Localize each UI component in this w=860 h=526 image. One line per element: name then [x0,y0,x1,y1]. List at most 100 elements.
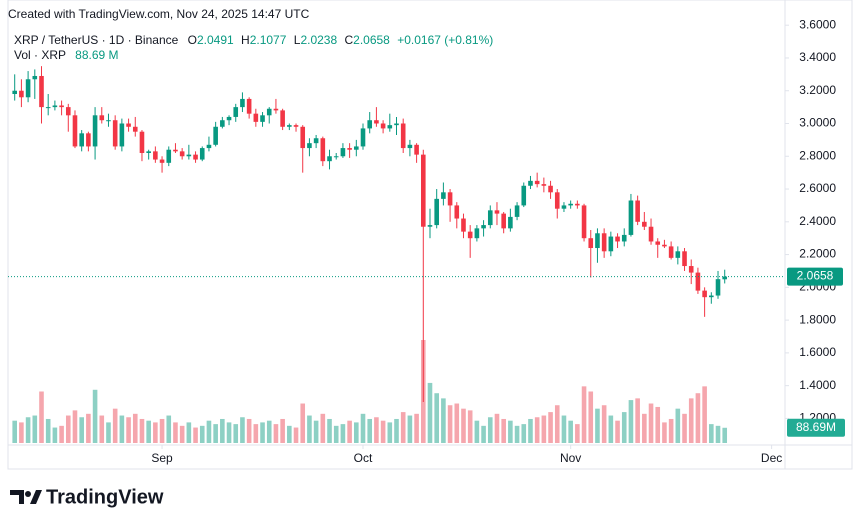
x-tick-label: Nov [560,451,581,465]
candle-body [246,98,252,114]
candle-body [340,148,346,157]
volume-bar [293,427,299,443]
volume-bar [615,420,620,443]
candle-body [628,200,634,235]
candle-body [709,295,714,298]
ohlc-value: 2.0238 [300,33,338,47]
candle-body [467,231,473,239]
volume-bar [561,415,567,443]
volume-bar [65,415,71,443]
volume-bar [112,408,118,443]
logo-dot [25,491,31,497]
volume-bar [240,417,245,443]
volume-bar [387,422,393,443]
y-tick-label: 2.8000 [799,148,836,162]
candle-body [220,120,225,127]
candle-body [213,126,218,145]
candle-body [668,246,674,258]
volume-bar [32,415,38,443]
candle-body [441,192,446,199]
volume-tag-label: 88.69M [796,420,836,434]
volume-bar [454,403,460,443]
volume-bar [514,425,520,443]
candle-body [79,133,84,147]
candle-body [427,225,433,227]
candle-body [266,108,272,116]
candle-body [561,205,567,209]
volume-bar [206,420,212,443]
candle-body [153,151,158,160]
candle-body [99,115,105,121]
candle-body [12,90,17,95]
candle-body [655,241,661,245]
candle-body [233,107,239,117]
volume-bar [79,417,84,443]
candle-body [675,251,681,258]
candle-body [253,113,259,122]
candle-body [287,125,292,127]
candle-body [260,115,265,122]
candle-body [568,203,573,206]
candle-body [327,156,332,162]
chart-frame [7,0,853,470]
y-tick-label: 3.4000 [799,50,836,64]
candle-body [688,266,694,273]
ohlc-value: 2.0491 [196,33,234,47]
candle-body [112,120,118,147]
volume-bar [501,418,506,443]
volume-bar [25,417,31,443]
candle-body [521,185,527,206]
candle-body [206,144,212,149]
volume-bar [159,418,165,443]
brand: TradingView [46,486,164,508]
volume-bar [427,382,433,443]
candle-body [380,123,386,129]
candle-body [528,180,533,186]
candle-body [447,192,453,206]
volume-bar [52,427,58,443]
volume-bar [621,412,627,443]
volume-bar [461,408,466,443]
volume-bar [166,415,172,443]
y-tick-label: 2.2000 [799,247,836,261]
candle-body [86,133,91,147]
candle-body [307,143,312,149]
candle-body [293,125,299,127]
volume-bar [45,418,51,443]
volume-bar [260,422,265,443]
y-tick-label: 1.8000 [799,312,836,326]
candle-body [52,105,58,108]
volume-bar [548,412,553,443]
volume-bar [354,422,359,443]
volume-bar [327,418,332,443]
volume-bar [554,405,560,443]
last-price-label: 2.0658 [797,269,834,283]
ohlc-value: 2.1077 [249,33,287,47]
candle-body [32,75,38,80]
candle-body [588,238,594,249]
candle-body [394,123,399,126]
volume-bar [173,422,178,443]
candle-body [621,234,627,242]
candle-body [595,233,600,249]
volume-bar [648,403,654,443]
y-tick-label: 1.4000 [799,378,836,392]
candle-body [119,123,125,147]
y-tick-label: 3.2000 [799,83,836,97]
candle-body [501,213,506,229]
volume-bar [273,424,279,443]
volume-bar [280,418,285,443]
volume-bar [407,415,413,443]
volume-bar [534,417,540,443]
candle-body [414,144,419,155]
candle-body [193,154,198,160]
volume-bar [575,424,580,443]
volume-bar [199,425,205,443]
candle-body [575,203,580,206]
candle-body [19,90,24,98]
volume-bar [333,425,339,443]
volume-bar [132,413,138,443]
candle-body [173,149,178,152]
